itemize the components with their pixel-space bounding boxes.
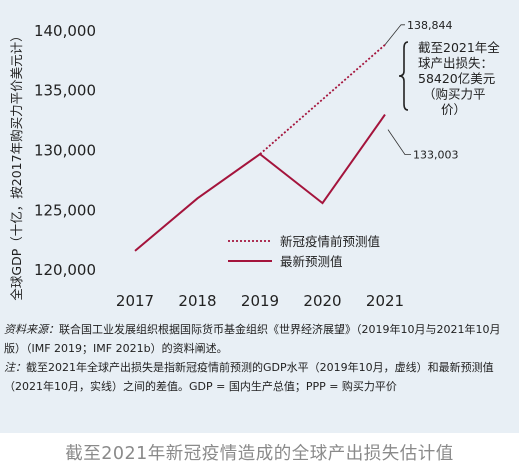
bottom-value-leader xyxy=(387,129,411,156)
y-tick-label: 120,000 xyxy=(34,261,96,279)
y-tick-label: 135,000 xyxy=(34,82,96,100)
gap-brace xyxy=(398,41,409,111)
y-tick-label: 140,000 xyxy=(34,22,96,40)
explanatory-note: 注：截至2021年全球产出损失是指新冠疫情前预测的GDP水平（2019年10月，… xyxy=(4,358,516,396)
x-tick-label: 2020 xyxy=(303,292,341,310)
latest-forecast-line xyxy=(134,114,386,252)
source-label: 资料来源： xyxy=(4,323,59,336)
gdp-chart: 120,000 125,000 130,000 135,000 140,000 2017… xyxy=(9,19,500,310)
gap-text-line: 截至2021年全 xyxy=(418,40,500,55)
legend-label: 最新预测值 xyxy=(280,254,343,269)
y-tick-label: 130,000 xyxy=(34,142,96,160)
top-value-label: 138,844 xyxy=(407,19,453,32)
x-tick-label: 2019 xyxy=(241,292,279,310)
source-text: 联合国工业发展组织根据国际货币基金组织《世界经济展望》（2019年10月与202… xyxy=(4,323,501,355)
gap-text-line: 58420亿美元 xyxy=(418,71,495,86)
x-tick-label: 2021 xyxy=(366,292,404,310)
legend-label: 新冠疫情前预测值 xyxy=(280,234,380,249)
gap-text-line: 球产出损失： xyxy=(418,56,493,71)
gap-text-line: 价） xyxy=(441,102,466,117)
pre-covid-forecast-line xyxy=(259,44,386,155)
note-label: 注： xyxy=(4,361,26,374)
bottom-value-label: 133,003 xyxy=(413,149,459,162)
figure-panel xyxy=(0,0,519,433)
source-note: 资料来源：联合国工业发展组织根据国际货币基金组织《世界经济展望》（2019年10… xyxy=(4,320,516,358)
note-text: 截至2021年全球产出损失是指新冠疫情前预测的GDP水平（2019年10月，虚线… xyxy=(4,361,494,393)
y-axis-label: 全球GDP（十亿，按2017年购买力平价美元计） xyxy=(9,29,24,300)
x-tick-label: 2017 xyxy=(116,292,154,310)
gap-text-line: （购买力平 xyxy=(423,87,486,102)
top-value-leader xyxy=(384,24,405,46)
figure-caption: 截至2021年新冠疫情造成的全球产出损失估计值 xyxy=(65,444,454,464)
x-tick-label: 2018 xyxy=(178,292,216,310)
notes-block: 资料来源：联合国工业发展组织根据国际货币基金组织《世界经济展望》（2019年10… xyxy=(4,320,516,396)
y-tick-label: 125,000 xyxy=(34,201,96,219)
